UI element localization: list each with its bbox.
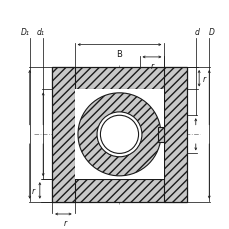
- Text: r: r: [150, 62, 153, 71]
- Text: D: D: [208, 27, 213, 36]
- Text: D₁: D₁: [20, 27, 29, 36]
- Bar: [74, 90, 164, 180]
- Bar: [164, 68, 186, 202]
- Text: B: B: [116, 49, 122, 58]
- Text: d₁: d₁: [37, 27, 45, 36]
- Text: r: r: [64, 218, 67, 227]
- Circle shape: [100, 116, 138, 154]
- Bar: [52, 68, 186, 202]
- Bar: [52, 68, 186, 90]
- Text: d: d: [194, 27, 199, 36]
- Text: r: r: [32, 186, 35, 195]
- Bar: [52, 68, 74, 202]
- Text: r: r: [202, 74, 205, 83]
- Circle shape: [78, 93, 160, 176]
- Bar: [158, 128, 164, 142]
- Circle shape: [97, 112, 141, 157]
- Bar: [52, 180, 186, 202]
